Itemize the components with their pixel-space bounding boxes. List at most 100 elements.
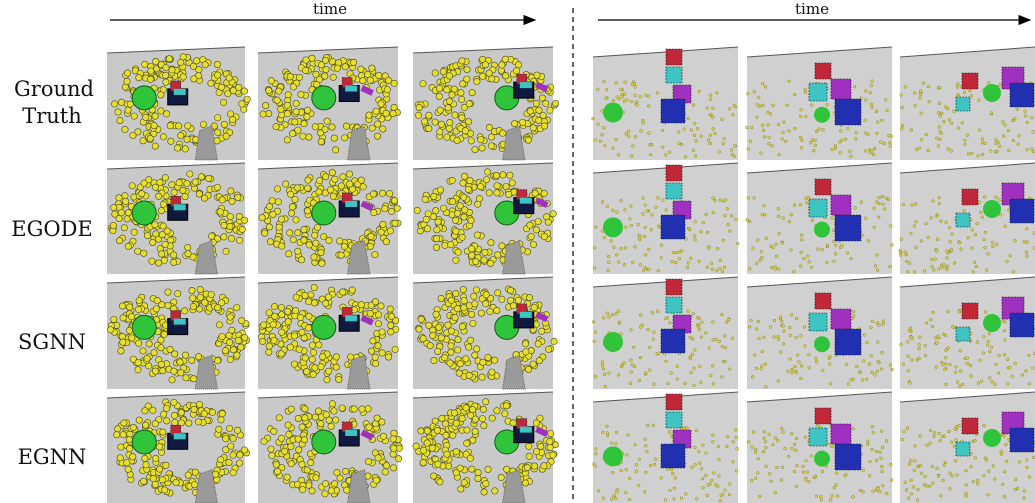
- particle: [939, 130, 942, 133]
- particle: [730, 214, 733, 217]
- particle: [949, 240, 952, 243]
- particle: [700, 468, 703, 471]
- cube: [661, 99, 685, 123]
- particle: [831, 148, 834, 151]
- particle: [615, 82, 618, 85]
- cube: [962, 73, 978, 89]
- particle: [306, 482, 312, 488]
- particle: [451, 410, 457, 416]
- particle: [650, 228, 653, 231]
- particle: [932, 269, 935, 272]
- particle: [997, 372, 1000, 375]
- particle: [487, 308, 493, 314]
- particle: [442, 242, 448, 248]
- particle: [442, 421, 448, 427]
- cube: [1010, 313, 1034, 337]
- particle: [367, 310, 373, 316]
- particle: [925, 322, 928, 325]
- particle: [326, 417, 332, 423]
- particle: [920, 138, 923, 141]
- particle: [378, 229, 384, 235]
- particle: [955, 425, 958, 428]
- particle: [351, 406, 357, 412]
- particle: [698, 328, 701, 331]
- particle: [288, 406, 294, 412]
- particle: [846, 251, 849, 254]
- particle: [959, 349, 962, 352]
- particle: [757, 457, 760, 460]
- particle: [547, 107, 553, 113]
- particle: [784, 140, 787, 143]
- particle: [946, 257, 949, 260]
- particle: [905, 260, 908, 263]
- sphere: [603, 217, 623, 237]
- particle: [152, 481, 158, 487]
- particle: [209, 409, 215, 415]
- particle: [638, 379, 641, 382]
- particle: [185, 251, 191, 257]
- particle: [930, 258, 933, 261]
- particle: [190, 303, 196, 309]
- particle: [704, 474, 707, 477]
- particle: [665, 209, 668, 212]
- particle: [604, 385, 607, 388]
- particle: [122, 126, 128, 132]
- particle: [376, 72, 382, 78]
- particle: [831, 445, 834, 448]
- particle: [244, 96, 250, 102]
- particle: [788, 80, 791, 83]
- particle: [876, 269, 879, 272]
- particle: [657, 197, 660, 200]
- particle: [704, 332, 707, 335]
- particle: [920, 240, 923, 243]
- particle: [130, 424, 136, 430]
- particle: [295, 415, 301, 421]
- particle: [689, 257, 692, 260]
- particle: [850, 155, 853, 158]
- particle: [790, 371, 793, 374]
- particle: [955, 366, 958, 369]
- particle: [865, 378, 868, 381]
- particle: [301, 226, 307, 232]
- particle: [169, 67, 175, 73]
- particle: [691, 353, 694, 356]
- particle: [140, 138, 146, 144]
- particle: [965, 469, 968, 472]
- particle: [907, 355, 910, 358]
- particle: [976, 479, 979, 482]
- particle: [173, 479, 179, 485]
- particle: [464, 66, 470, 72]
- cube: [809, 199, 827, 217]
- particle: [160, 201, 166, 207]
- particle: [639, 263, 642, 266]
- particle: [226, 75, 232, 81]
- particle: [1026, 466, 1029, 469]
- particle: [763, 437, 766, 440]
- particle: [919, 464, 922, 467]
- particle: [606, 434, 609, 437]
- particle: [915, 246, 918, 249]
- particle: [988, 376, 991, 379]
- particle: [876, 370, 879, 373]
- particle: [1006, 358, 1009, 361]
- particle: [175, 123, 181, 129]
- axis-label: time: [772, 0, 852, 18]
- particle: [156, 466, 162, 472]
- particle: [338, 252, 344, 258]
- particle: [615, 253, 618, 256]
- particle: [727, 223, 730, 226]
- particle: [800, 365, 803, 368]
- particle: [695, 140, 698, 143]
- particle: [162, 72, 168, 78]
- particle: [119, 303, 125, 309]
- particle: [940, 112, 943, 115]
- particle: [141, 250, 147, 256]
- particle: [322, 57, 328, 63]
- particle: [709, 374, 712, 377]
- particle: [349, 287, 355, 293]
- particle: [449, 177, 455, 183]
- particle: [230, 452, 236, 458]
- particle: [882, 320, 885, 323]
- cube: [956, 213, 970, 227]
- particle: [865, 90, 868, 93]
